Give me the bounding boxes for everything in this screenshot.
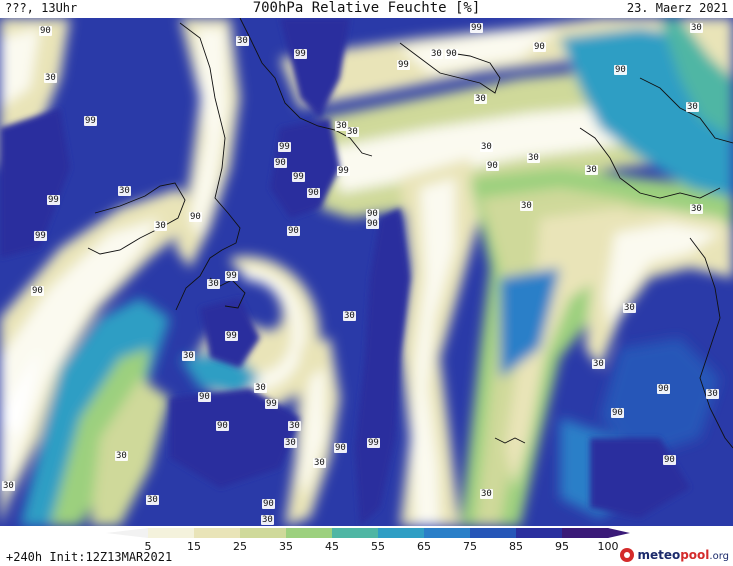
contour-label: 30: [527, 153, 540, 163]
brand-logo[interactable]: meteopool.org: [620, 546, 729, 564]
contour-label: 90: [533, 42, 546, 52]
colorbar-segment: [194, 528, 241, 538]
contour-label: 30: [623, 303, 636, 313]
colorbar-tick-label: 35: [279, 540, 293, 553]
contour-label: 99: [278, 142, 291, 152]
contour-label: 99: [225, 271, 238, 281]
valid-time-label: ???, 13Uhr: [5, 1, 78, 15]
colorbar-segment: [332, 528, 379, 538]
contour-label: 99: [34, 231, 47, 241]
colorbar-segment: [424, 528, 471, 538]
brand-text: meteopool.org: [637, 548, 729, 562]
contour-label: 90: [31, 286, 44, 296]
contour-label: 90: [486, 161, 499, 171]
colorbar-tick-label: 65: [417, 540, 431, 553]
colorbar-tick-label: 75: [463, 540, 477, 553]
contour-label: 90: [663, 455, 676, 465]
colorbar-segment: [378, 528, 425, 538]
contour-label: 99: [397, 60, 410, 70]
contour-label: 99: [367, 438, 380, 448]
header: ???, 13Uhr 700hPa Relative Feuchte [%] 2…: [0, 0, 733, 18]
contour-label: 90: [334, 443, 347, 453]
contour-label: 30: [284, 438, 297, 448]
contour-label: 90: [287, 226, 300, 236]
colorbar-arrow-right: [608, 528, 630, 538]
contour-label: 90: [611, 408, 624, 418]
contour-label: 30: [585, 165, 598, 175]
map-title: 700hPa Relative Feuchte [%]: [252, 0, 481, 16]
contour-label: 30: [592, 359, 605, 369]
contour-label: 30: [706, 389, 719, 399]
contour-label: 30: [118, 186, 131, 196]
contour-label: 90: [274, 158, 287, 168]
contour-label: 30: [430, 49, 443, 59]
contour-label: 30: [474, 94, 487, 104]
coastlines: [87, 18, 733, 449]
colorbar-tick-label: 55: [371, 540, 385, 553]
contour-label: 90: [366, 209, 379, 219]
colorbar-tick-label: 45: [325, 540, 339, 553]
contour-label: 99: [470, 23, 483, 33]
contour-label: 99: [265, 399, 278, 409]
contour-label: 30: [288, 421, 301, 431]
contour-label: 30: [154, 221, 167, 231]
contour-label: 30: [115, 451, 128, 461]
colorbar-segment: [470, 528, 517, 538]
contour-label: 30: [480, 489, 493, 499]
contour-label: 30: [335, 121, 348, 131]
colorbar-tick-label: 15: [187, 540, 201, 553]
humidity-field: [0, 18, 733, 526]
contour-label: 90: [307, 188, 320, 198]
colorbar-tick-label: 95: [555, 540, 569, 553]
contour-label: 30: [520, 201, 533, 211]
contour-label: 30: [690, 204, 703, 214]
contour-label: 30: [313, 458, 326, 468]
colorbar-arrow-left: [106, 528, 148, 538]
contour-label: 30: [343, 311, 356, 321]
contour-label: 30: [182, 351, 195, 361]
colorbar-tick-label: 100: [597, 540, 619, 553]
contour-label: 90: [198, 392, 211, 402]
contour-label: 99: [84, 116, 97, 126]
colorbar-segment: [286, 528, 333, 538]
contour-label: 90: [445, 49, 458, 59]
contour-label: 30: [346, 127, 359, 137]
contour-label: 30: [254, 383, 267, 393]
contour-label: 99: [294, 49, 307, 59]
colorbar-legend: 5 15 25 35 45 55 65 75 85 95 100 +240h Init:12Z13M…: [0, 526, 733, 566]
contour-label: 30: [236, 36, 249, 46]
contour-label: 30: [207, 279, 220, 289]
colorbar: [106, 528, 630, 538]
colorbar-segment: [562, 528, 609, 538]
colorbar-tick-label: 25: [233, 540, 247, 553]
humidity-map: 90 30 99 99 99 90 30 30 90 30 99 99 99 90 30 90 90 30 30 30…: [0, 18, 733, 526]
contour-label: 90: [614, 65, 627, 75]
contour-label: 30: [261, 515, 274, 525]
run-info: +240h Init:12Z13MAR2021: [6, 550, 173, 564]
colorbar-tick-label: 85: [509, 540, 523, 553]
contour-label: 90: [262, 499, 275, 509]
contour-label: 90: [657, 384, 670, 394]
contour-label: 30: [146, 495, 159, 505]
contour-label: 99: [225, 331, 238, 341]
contour-label: 30: [480, 142, 493, 152]
valid-date-label: 23. Maerz 2021: [626, 1, 728, 15]
contour-label: 90: [366, 219, 379, 229]
colorbar-tick-label: 5: [144, 540, 152, 553]
colorbar-segment: [516, 528, 563, 538]
contour-label: 30: [2, 481, 15, 491]
contour-label: 30: [690, 23, 703, 33]
contour-label: 99: [47, 195, 60, 205]
contour-label: 90: [189, 212, 202, 222]
contour-label: 99: [292, 172, 305, 182]
colorbar-segment: [148, 528, 195, 538]
colorbar-segment: [240, 528, 287, 538]
brand-globe-icon: [620, 548, 635, 562]
contour-label: 30: [44, 73, 57, 83]
contour-label: 90: [216, 421, 229, 431]
contour-label: 90: [39, 26, 52, 36]
contour-label: 99: [337, 166, 350, 176]
contour-label: 30: [686, 102, 699, 112]
